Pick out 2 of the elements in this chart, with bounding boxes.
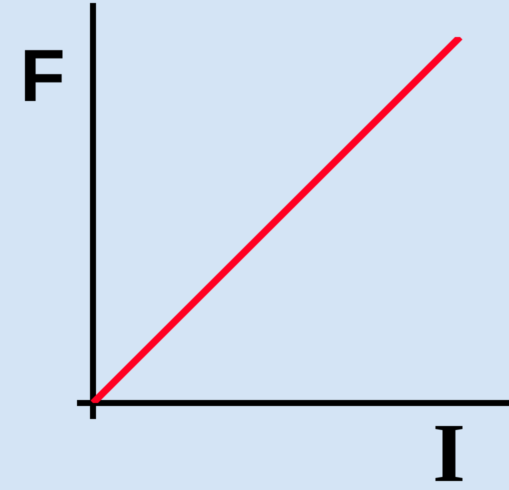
- y-axis-title: F: [20, 34, 66, 117]
- x-axis-title: I: [432, 407, 466, 490]
